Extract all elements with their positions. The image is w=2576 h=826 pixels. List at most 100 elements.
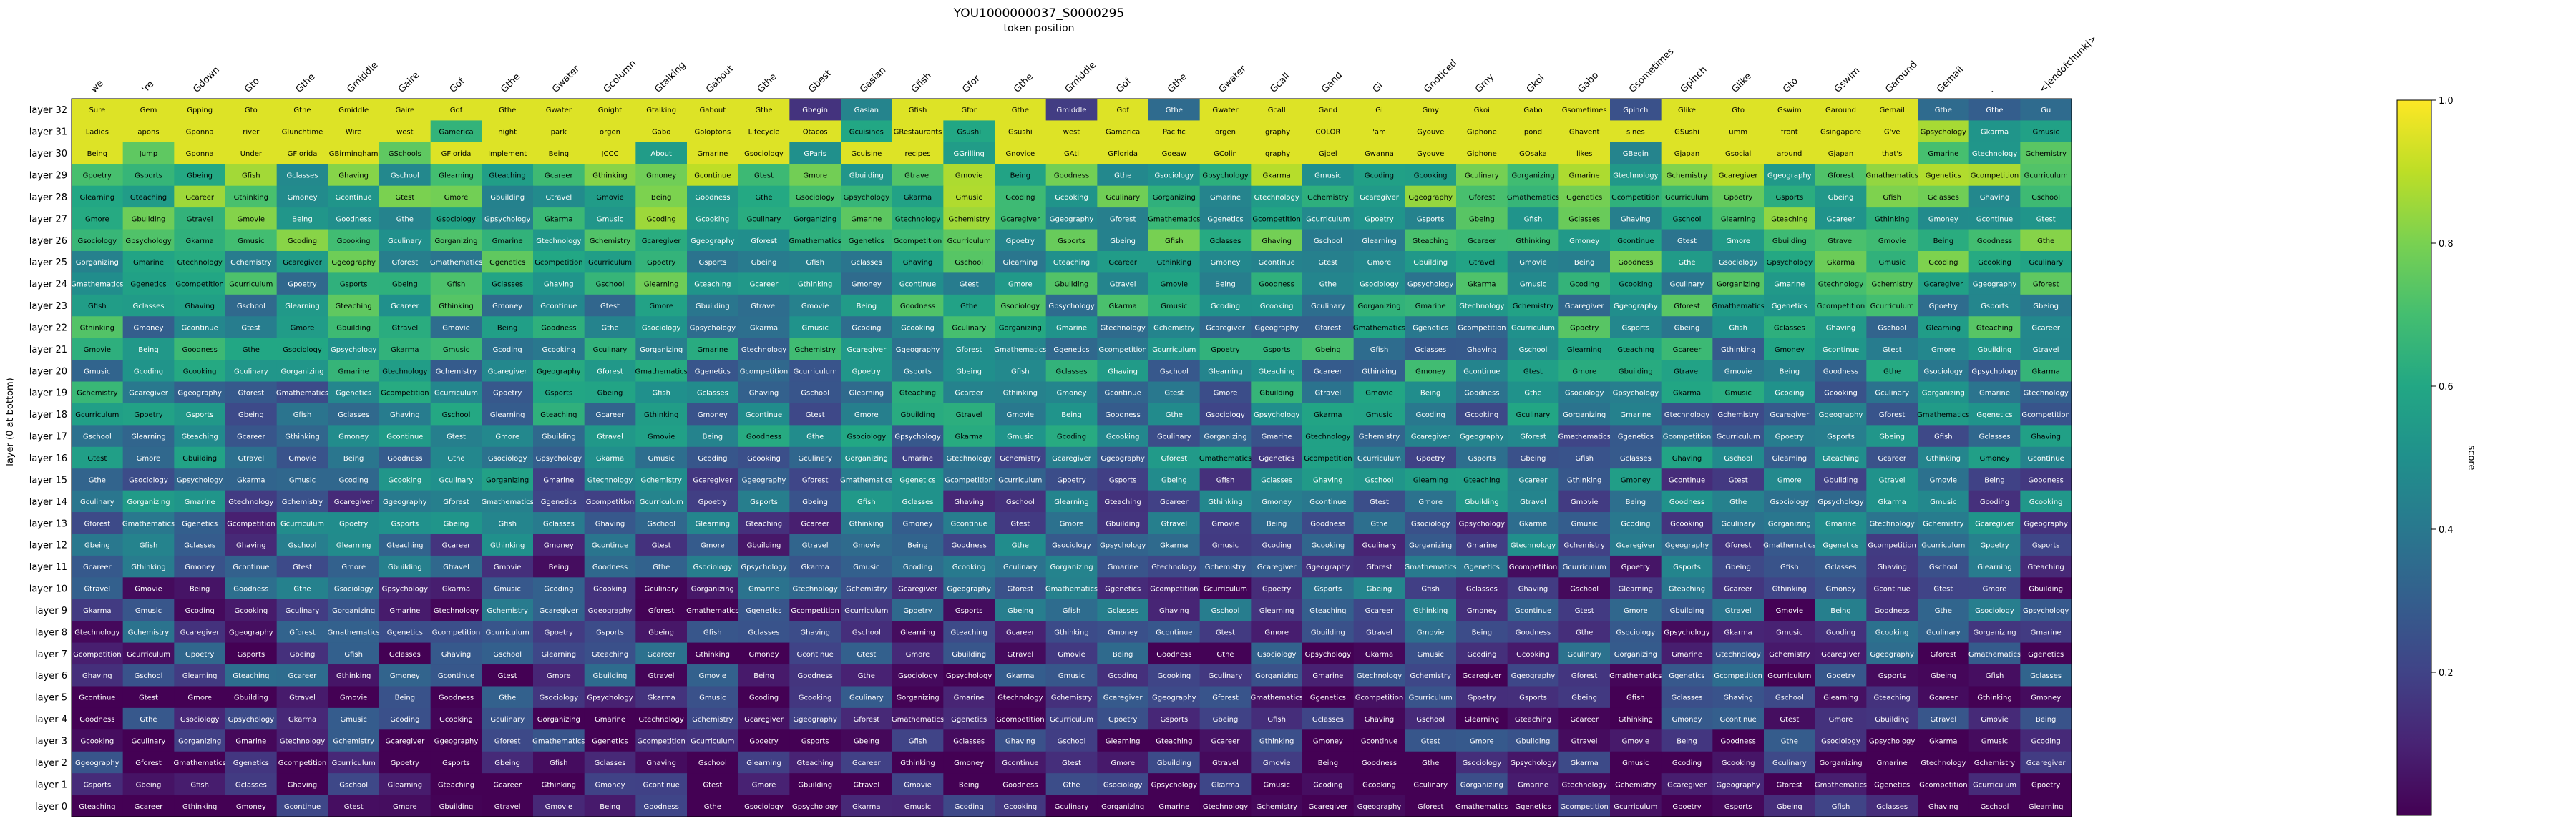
cell-token-label: Gtravel (494, 803, 521, 811)
cell-token-label: Gcooking (80, 738, 114, 746)
cell-token-label: Gtravel (1468, 259, 1495, 267)
cell-token-label: Gbuilding (1875, 716, 1909, 724)
cell-token-label: Gcompetition (791, 607, 839, 615)
cell-token-label: Gpoetry (2031, 781, 2060, 789)
cell-token-label: Gchemistry (692, 716, 733, 724)
cell-token-label: Gcompetition (1304, 455, 1352, 463)
cell-token-label: Ghaving (595, 520, 625, 528)
cell-token-label: Ggeography (1050, 215, 1094, 223)
cell-token-label: Gteaching (1156, 738, 1192, 746)
x-tick-label: Gpinch (1679, 64, 1709, 95)
heatmap-cell (122, 164, 175, 187)
x-tick-label: . (1986, 85, 1996, 95)
heatmap-cell (1199, 272, 1252, 295)
cell-token-label: river (243, 129, 260, 137)
x-tick-label: Gemail (1935, 64, 1966, 95)
cell-token-label: Gsociology (1206, 411, 1245, 419)
cell-token-label: Gcontinue (1720, 716, 1757, 724)
cell-token-label: Gthe (1883, 368, 1901, 375)
cell-token-label: Gpsychology (382, 586, 428, 594)
cell-token-label: Gcurriculum (280, 520, 324, 528)
cell-token-label: Gfish (1934, 433, 1953, 441)
cell-token-label: Gi (1375, 107, 1383, 114)
cell-token-label: Pacific (1163, 129, 1186, 137)
cell-token-label: Gcurriculum (1204, 586, 1247, 594)
cell-token-label: Goodness (182, 346, 218, 354)
cell-token-label: Gteaching (1771, 215, 1807, 223)
cell-token-label: Gthinking (1259, 738, 1294, 746)
cell-token-label: Gbeing (1674, 324, 1700, 332)
cell-token-label: About (650, 150, 672, 158)
heatmap-cell (1866, 207, 1918, 230)
cell-token-label: Gtechnology (793, 586, 838, 594)
cell-token-label: Gmore (1008, 281, 1033, 289)
heatmap-cell (1661, 185, 1713, 208)
heatmap-cell (174, 185, 226, 208)
cell-token-label: Gthinking (1772, 586, 1807, 594)
cell-token-label: Gmarine (1158, 803, 1189, 811)
heatmap-cell (482, 185, 534, 208)
cell-token-label: Gmarine (1056, 324, 1087, 332)
heatmap-cell (328, 272, 380, 295)
cell-token-label: Gcooking (696, 215, 729, 223)
cell-token-label: Gcoding (1416, 411, 1445, 419)
cell-token-label: Gcaregiver (129, 390, 169, 398)
cell-token-label: Gsociology (129, 476, 168, 484)
heatmap-cell (225, 99, 278, 121)
cell-token-label: Gforest (2033, 281, 2059, 289)
cell-token-label: Gforest (1161, 455, 1188, 463)
cell-token-label: Gmarine (1518, 781, 1548, 789)
heatmap-cell (1405, 120, 1457, 143)
cell-token-label: Gmore (1624, 607, 1648, 615)
cell-token-label: GAti (1064, 150, 1079, 158)
cell-token-label: Gmovie (1878, 237, 1906, 245)
heatmap-cell (328, 207, 380, 230)
cell-token-label: Being (1010, 172, 1030, 180)
cell-token-label: Being (1113, 651, 1133, 659)
cell-token-label: Gmarine (1415, 303, 1446, 310)
cell-token-label: Gbuilding (439, 803, 474, 811)
cell-token-label: Gbuilding (798, 781, 832, 789)
cell-token-label: Gjapan (1674, 150, 1699, 158)
cell-token-label: Gculinary (80, 498, 114, 506)
cell-token-label: Gthe (858, 672, 875, 680)
cell-token-label: Gcooking (183, 368, 217, 375)
cell-token-label: Gmathematics (122, 520, 175, 528)
cell-token-label: Gpsychology (1100, 542, 1146, 550)
cell-token-label: Gtechnology (1203, 803, 1248, 811)
cell-token-label: Gcontinue (386, 433, 423, 441)
cell-token-label: Gfish (88, 303, 107, 310)
cell-token-label: orgen (1215, 129, 1236, 137)
cell-token-label: Gcooking (1824, 390, 1858, 398)
heatmap-cell (482, 99, 534, 121)
cell-token-label: Gculinary (1465, 172, 1499, 180)
cell-token-label: Gcompetition (637, 738, 685, 746)
cell-token-label: Ggeography (331, 259, 376, 267)
cell-token-label: Gmoney (852, 281, 882, 289)
heatmap-cell (1456, 185, 1508, 208)
cell-token-label: Gcoding (903, 564, 932, 571)
cell-token-label: Gteaching (1515, 716, 1551, 724)
cell-token-label: Gfish (1063, 607, 1081, 615)
heatmap-cell (1712, 142, 1765, 164)
cell-token-label: Gcooking (747, 455, 781, 463)
cell-token-label: Gtravel (1110, 281, 1136, 289)
heatmap-cell (892, 207, 944, 230)
heatmap-cell (72, 272, 124, 295)
cell-token-label: Gtest (87, 455, 107, 463)
cell-token-label: Gmarine (1262, 433, 1292, 441)
heatmap-cell (379, 142, 431, 164)
heatmap-cell (1558, 185, 1611, 208)
cell-token-label: Gpsychology (741, 564, 786, 571)
cell-token-label: Gthe (1319, 281, 1337, 289)
cell-token-label: Gtravel (1366, 629, 1392, 636)
colorbar-tick-label: 0.4 (2439, 525, 2454, 536)
heatmap-cell (225, 250, 278, 273)
heatmap-cell (533, 272, 585, 295)
cell-token-label: Gcaregiver (1719, 172, 1759, 180)
cell-token-label: Gbuilding (1311, 629, 1345, 636)
cell-token-label: Being (1215, 281, 1235, 289)
heatmap-cell (1045, 120, 1098, 143)
heatmap-cell (1866, 120, 1918, 143)
cell-token-label: Gbeing (1161, 476, 1187, 484)
